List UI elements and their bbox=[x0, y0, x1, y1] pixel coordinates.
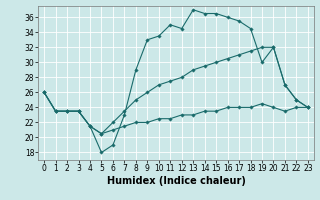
X-axis label: Humidex (Indice chaleur): Humidex (Indice chaleur) bbox=[107, 176, 245, 186]
